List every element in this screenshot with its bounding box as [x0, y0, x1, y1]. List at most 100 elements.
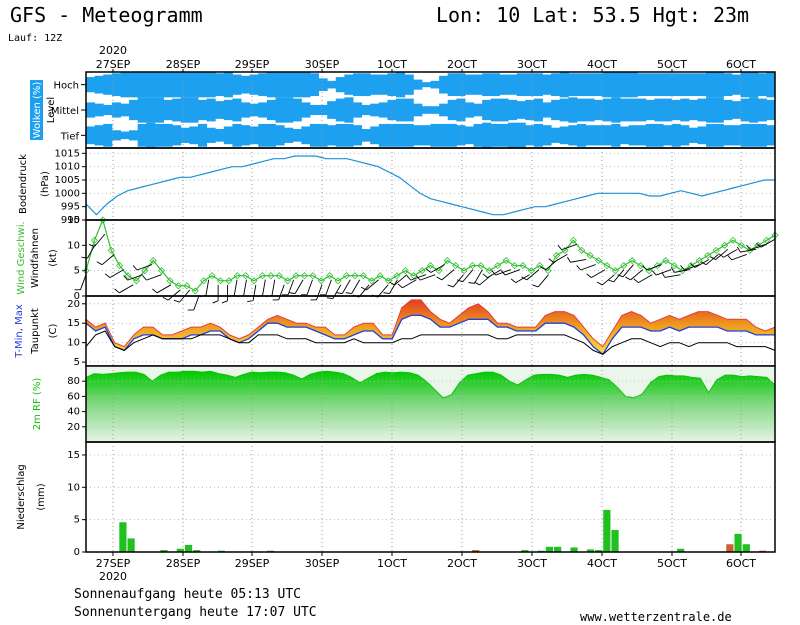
cloud-cell — [749, 97, 759, 123]
wind-barb-flag — [289, 292, 296, 295]
cloud-cell — [766, 72, 776, 98]
cloud-cell — [361, 73, 371, 97]
wind-speed-point — [309, 272, 317, 280]
cloud-cell — [137, 72, 147, 98]
wind-speed-point — [536, 262, 544, 270]
cloud-cell — [473, 123, 483, 147]
date-label-bottom: 1OCT — [377, 557, 407, 570]
wind-speed-point — [342, 272, 351, 280]
rh-tick-label: 80 — [67, 376, 80, 387]
wind-tick-label: 0 — [74, 291, 80, 302]
cloud-cell — [714, 123, 724, 147]
pressure-tick-label: 1005 — [55, 175, 80, 186]
precip-ylabel: Niederschlag — [16, 464, 27, 529]
wind-barb — [441, 269, 455, 281]
wind-speed-point — [384, 277, 393, 285]
cloud-cell — [663, 73, 673, 97]
wind-barb — [94, 233, 106, 247]
wind-barb — [553, 254, 568, 263]
cloud-cell — [146, 97, 156, 123]
cloud-cell — [215, 101, 225, 119]
cloud-cell — [413, 103, 423, 117]
cloud-cell — [568, 125, 578, 146]
wind-speed-point — [418, 267, 426, 275]
wind-speed-point — [527, 267, 535, 275]
pressure-line — [85, 155, 775, 216]
sunrise-text: Sonnenaufgang heute 05:13 UTC — [74, 587, 301, 602]
wind-barb — [731, 253, 747, 261]
wind-barb — [622, 264, 634, 278]
wind-speed-point — [376, 272, 384, 280]
wind-barb-flag — [482, 273, 488, 278]
wind-barb-flag — [680, 265, 685, 271]
cloud-cell — [602, 98, 612, 122]
cloud-cell — [249, 103, 259, 117]
wind-speed-point — [443, 256, 451, 265]
wind-barb-flag — [596, 281, 603, 286]
cloud-cell — [542, 125, 552, 146]
wind-speed-point — [191, 287, 199, 295]
wind-barb-flag — [727, 255, 732, 261]
wind-barb-flag — [468, 282, 475, 284]
wind-barb — [420, 274, 436, 281]
rh-tick-label: 40 — [67, 407, 80, 418]
wind-barb — [402, 279, 417, 289]
cloud-cell — [318, 78, 328, 91]
wind-ylabel-sub: Windfahnen — [30, 228, 41, 288]
precip-bar — [193, 550, 201, 552]
wind-barb-flag — [162, 296, 169, 301]
cloud-cell — [525, 99, 535, 121]
cloud-cell — [680, 98, 690, 122]
cloud-cell — [516, 73, 526, 97]
precip-bar — [570, 547, 578, 552]
cloud-cell — [731, 101, 742, 119]
cloud-cell — [189, 72, 199, 98]
wind-barb — [341, 279, 351, 294]
cloud-cell — [637, 98, 647, 122]
date-label-bottom: 30SEP — [305, 557, 340, 570]
wind-ylabel-unit: (kt) — [48, 249, 59, 267]
cloud-cell — [232, 98, 242, 122]
wind-speed-point — [737, 241, 745, 249]
cloud-cell — [568, 73, 578, 97]
cloud-cell — [585, 98, 595, 122]
date-label-bottom: 4OCT — [587, 557, 617, 570]
pressure-ylabel-sub: (hPa) — [40, 171, 51, 197]
wind-speed-point — [552, 251, 561, 260]
cloud-cell — [111, 73, 121, 97]
precip-bar — [119, 522, 127, 552]
cloud-cell — [757, 73, 767, 97]
cloud-cell — [473, 74, 483, 95]
wind-speed-point — [620, 262, 628, 270]
cloud-cell — [284, 127, 294, 143]
cloud-cell — [714, 97, 724, 123]
wind-barb-flag — [221, 300, 228, 304]
cloud-cell — [378, 102, 388, 118]
wind-speed-point — [695, 256, 703, 265]
cloud-cell — [576, 98, 587, 122]
cloud-cell — [94, 103, 104, 117]
precip-bar — [734, 533, 742, 552]
wind-barb-flag — [142, 275, 147, 281]
date-label-bottom: 5OCT — [657, 557, 687, 570]
cloud-cell — [258, 102, 268, 118]
wind-barb — [526, 269, 540, 281]
cloud-cell — [594, 125, 604, 146]
date-label-bottom: 2OCT — [447, 557, 477, 570]
wind-speed-point — [721, 241, 729, 249]
wind-barb — [127, 274, 143, 281]
wind-barb — [591, 269, 606, 278]
wind-barb — [760, 238, 776, 248]
cloud-cell — [327, 80, 337, 89]
wind-speed-point — [351, 272, 359, 280]
cloud-cell — [482, 122, 492, 148]
cloud-cell — [594, 99, 604, 121]
wind-tick-label: 10 — [67, 240, 80, 251]
cloud-cell — [714, 72, 724, 98]
date-label-top: 30SEP — [305, 58, 340, 71]
cloud-cell — [740, 98, 750, 122]
cloud-cell — [180, 97, 190, 123]
cloud-cell — [413, 79, 423, 90]
cloud-cell — [464, 102, 475, 118]
cloud-cell — [223, 99, 233, 121]
